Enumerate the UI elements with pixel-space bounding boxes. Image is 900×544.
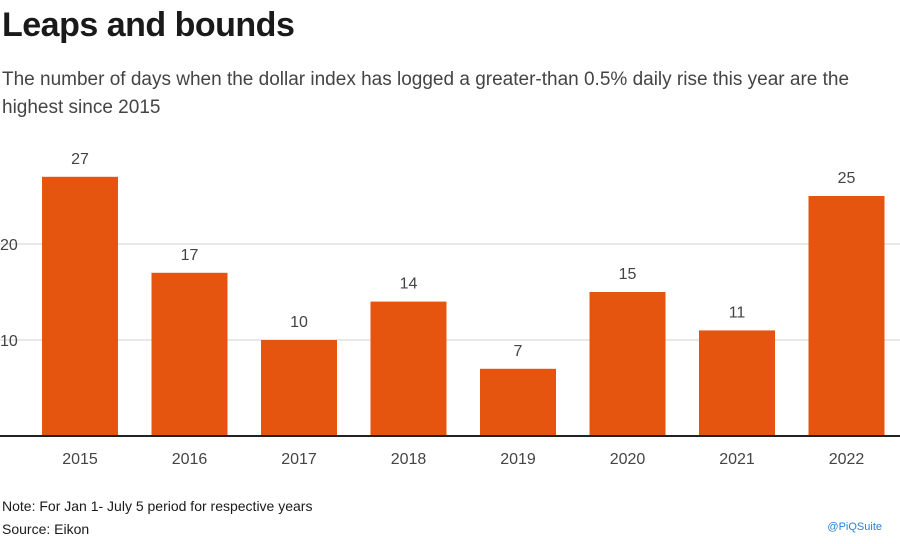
x-tick-label: 2020 [610,451,646,468]
bar-2016 [151,272,228,436]
credit-link[interactable]: @PiQSuite [827,521,882,533]
chart-subtitle: The number of days when the dollar index… [2,69,850,118]
bar-2019 [480,368,556,436]
data-label: 7 [514,343,523,360]
bar-2015 [42,176,118,437]
y-tick-label: 20 [0,237,18,254]
bar-2017 [261,340,337,436]
data-label: 17 [181,247,199,264]
chart-title: Leaps and bounds [2,6,295,44]
bar-chart: 10 20 27 2015 17 2016 10 2017 14 2018 7 2019 15 2020 1… [0,151,900,468]
x-tick-label: 2019 [500,451,536,468]
x-tick-label: 2021 [719,451,755,468]
bar-2020 [589,292,666,436]
data-label: 25 [838,170,856,187]
bar-2022 [808,196,885,436]
x-tick-label: 2015 [62,451,98,468]
footnote: Note: For Jan 1- July 5 period for respe… [2,498,313,514]
data-label: 14 [400,276,418,293]
x-tick-label: 2017 [281,451,317,468]
x-tick-label: 2016 [172,451,208,468]
bar-2021 [699,330,775,436]
y-tick-label: 10 [0,333,18,350]
data-label: 11 [729,304,746,321]
data-label: 10 [290,314,308,331]
source-text: Source: Eikon [2,521,90,537]
x-tick-label: 2018 [391,451,427,468]
data-label: 27 [71,151,89,168]
bar-2018 [370,301,447,436]
data-label: 15 [619,266,637,283]
x-tick-label: 2022 [829,451,865,468]
